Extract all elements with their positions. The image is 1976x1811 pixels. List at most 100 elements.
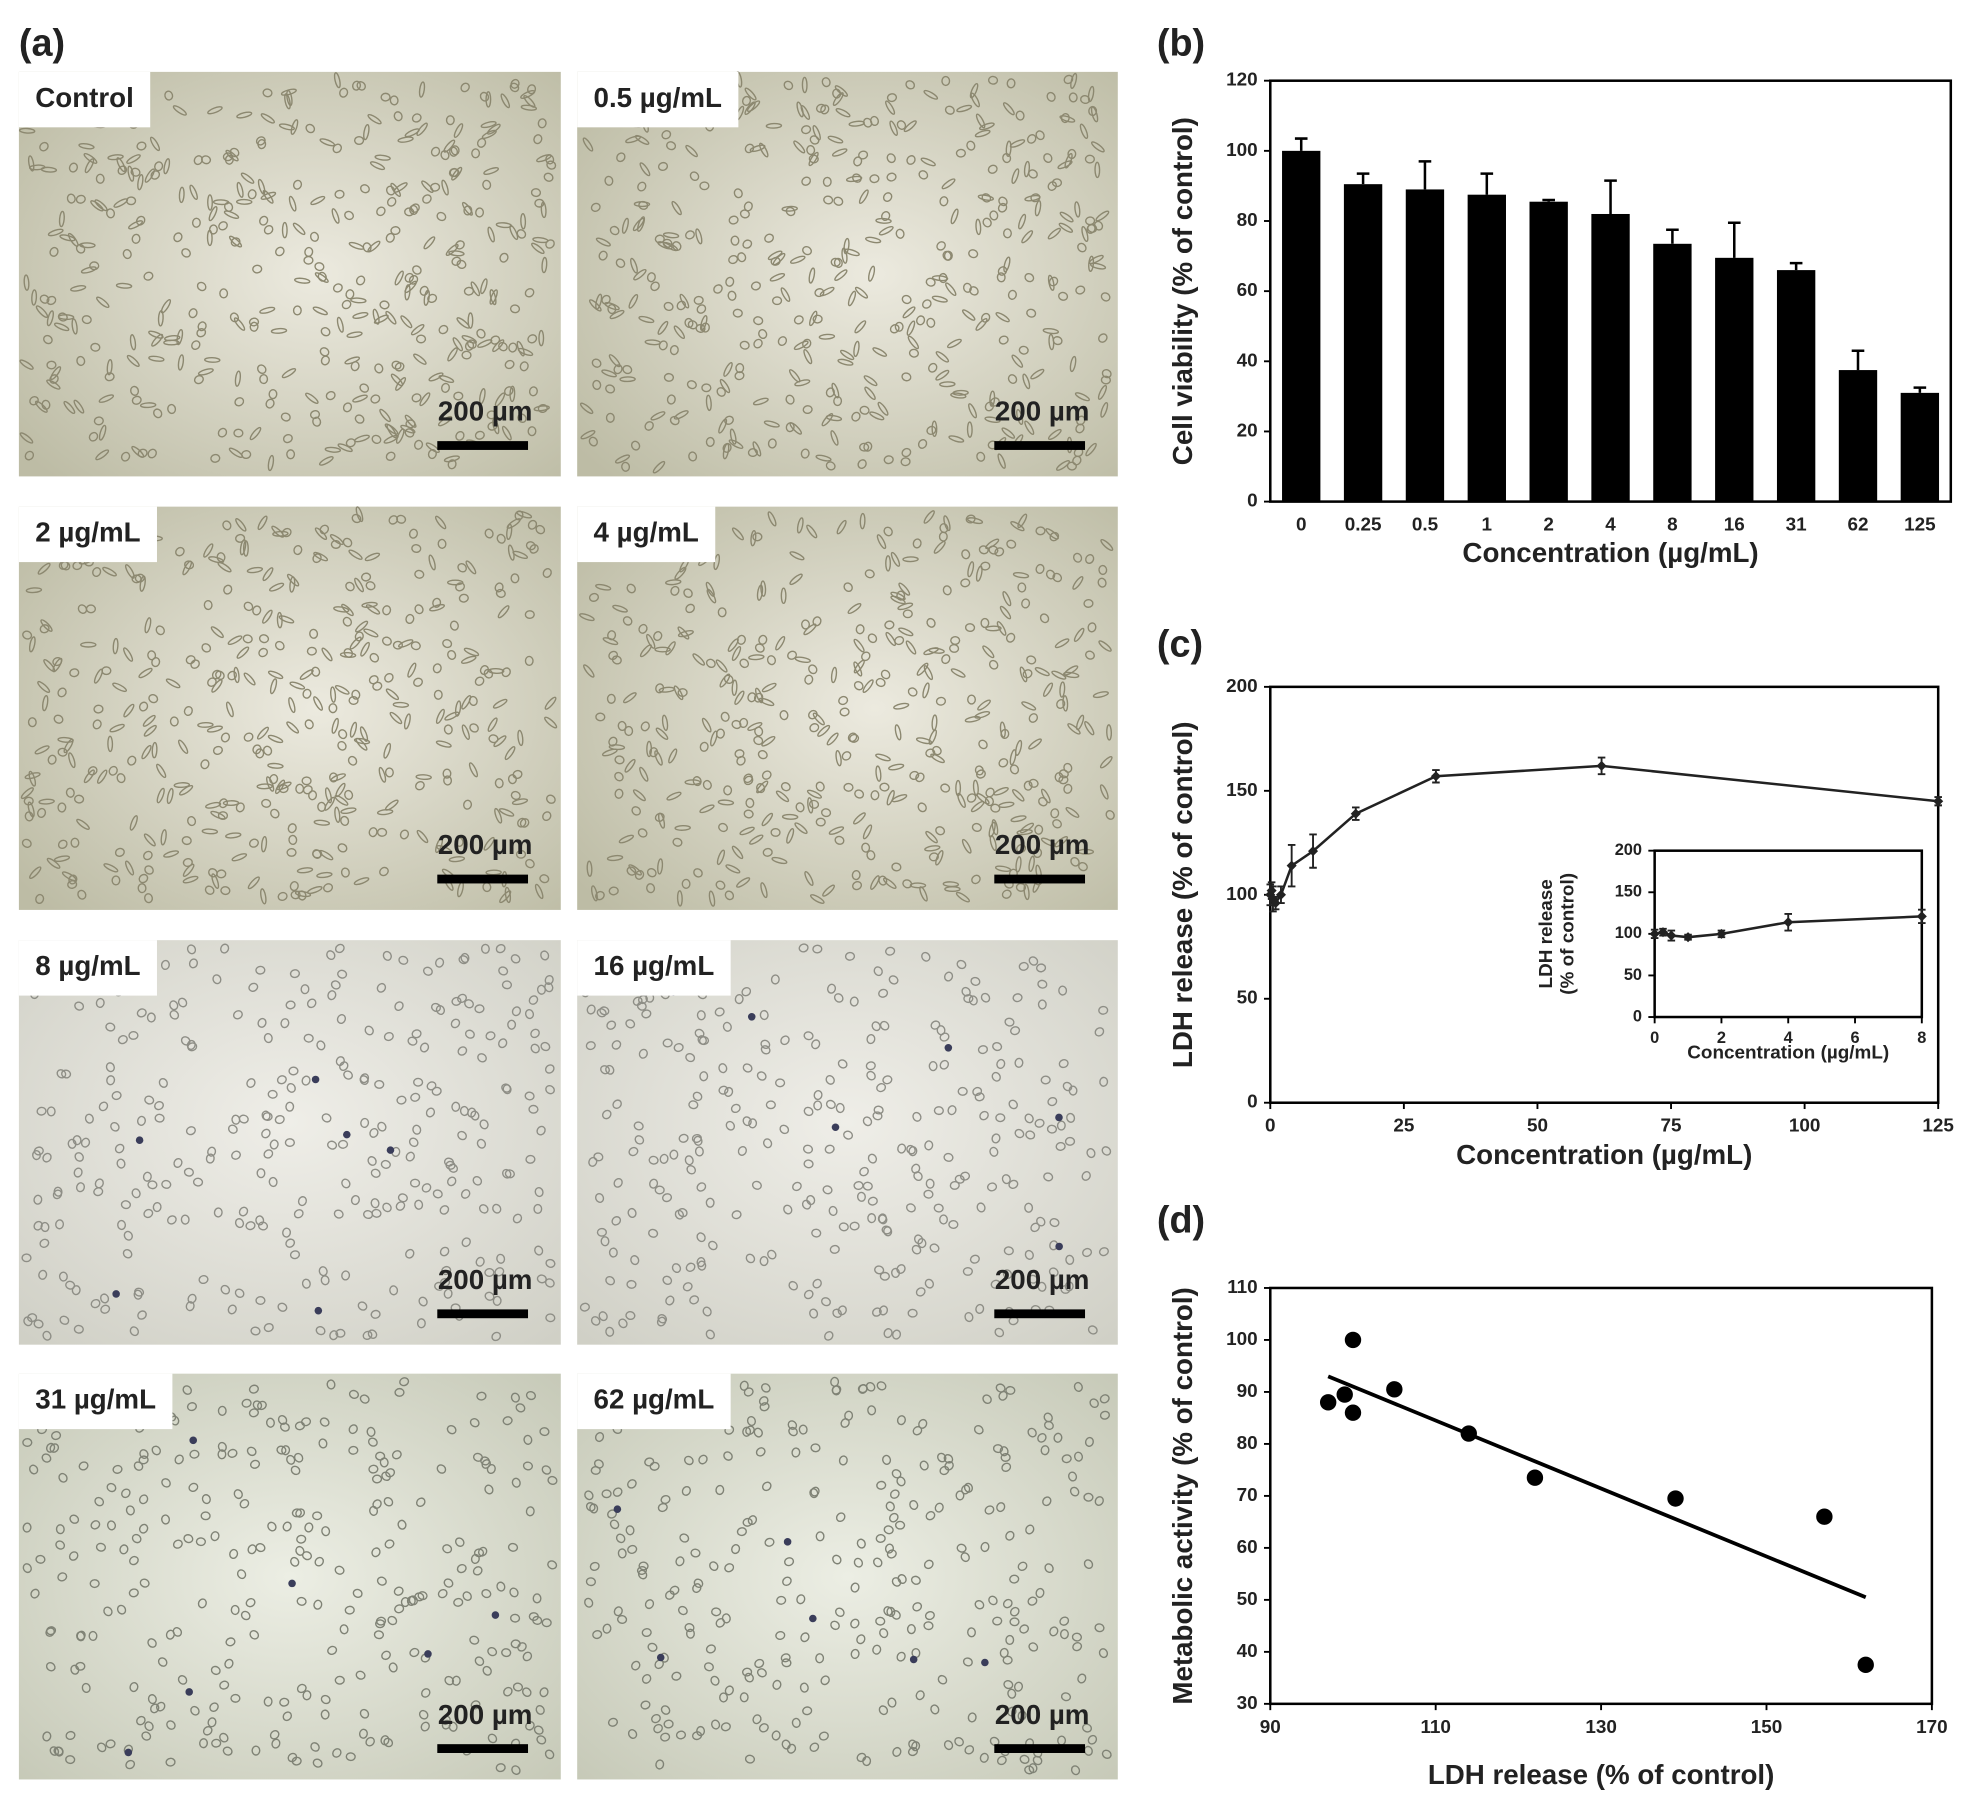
cell	[654, 1185, 665, 1195]
cell	[838, 695, 849, 706]
cell	[739, 1380, 749, 1391]
cell	[924, 1278, 935, 1289]
cell	[398, 955, 409, 965]
cell	[353, 877, 370, 886]
cell	[339, 87, 349, 98]
cell	[129, 1682, 139, 1693]
cell	[758, 1396, 769, 1406]
cell	[453, 1597, 464, 1607]
cell	[541, 256, 548, 274]
cell	[879, 1271, 890, 1281]
cell	[694, 1146, 704, 1157]
cell	[834, 269, 848, 282]
cell	[1027, 1274, 1038, 1284]
cell	[392, 701, 410, 708]
cell	[967, 1712, 977, 1723]
cell	[544, 1064, 555, 1074]
cell	[537, 404, 548, 414]
cell	[487, 1733, 498, 1744]
cell	[715, 1484, 725, 1496]
cell	[305, 123, 316, 134]
cell	[475, 207, 485, 218]
cell	[151, 333, 164, 347]
cell	[641, 1674, 652, 1684]
cell	[511, 1006, 522, 1017]
cell	[53, 322, 70, 332]
cell	[889, 324, 900, 334]
cell	[974, 710, 991, 719]
cell	[95, 173, 105, 184]
cell	[57, 839, 68, 850]
cell	[701, 717, 712, 733]
cell	[418, 1296, 428, 1307]
cell	[659, 1153, 669, 1164]
cell	[83, 152, 98, 164]
cell	[96, 296, 110, 309]
cell	[724, 415, 734, 425]
cell	[977, 1045, 989, 1055]
cell	[1058, 769, 1069, 779]
cell	[258, 634, 270, 644]
cell	[795, 802, 805, 813]
cell	[820, 1297, 831, 1307]
cell	[688, 451, 698, 462]
cell	[955, 1490, 965, 1501]
cell	[789, 255, 806, 264]
cell	[877, 401, 889, 416]
cell	[476, 328, 486, 339]
cell	[117, 1219, 127, 1231]
cell	[455, 240, 465, 250]
cell	[461, 201, 473, 216]
cell	[131, 233, 141, 244]
cell	[850, 1618, 860, 1629]
cell	[609, 1519, 620, 1530]
cell	[114, 1143, 125, 1154]
cell	[269, 678, 278, 695]
cell	[1017, 1710, 1027, 1721]
cell	[494, 778, 504, 789]
cell	[419, 285, 429, 296]
micrograph-label: 16 µg/mL	[594, 950, 715, 981]
cell	[996, 621, 1007, 636]
cell	[935, 696, 947, 706]
cell	[291, 1508, 302, 1518]
cell	[388, 515, 399, 525]
cell	[776, 1595, 787, 1605]
cell	[775, 790, 790, 803]
cell	[257, 1221, 269, 1231]
cell	[1080, 95, 1091, 105]
cell	[818, 333, 836, 340]
cell	[367, 113, 382, 125]
cell	[285, 1000, 296, 1010]
cell	[333, 1209, 344, 1219]
cell	[1037, 1433, 1047, 1443]
debris	[189, 1436, 197, 1445]
cell	[862, 1755, 872, 1767]
cell	[968, 249, 979, 259]
cell	[312, 849, 323, 859]
cell	[233, 428, 244, 438]
cell	[988, 659, 999, 670]
label-box	[18, 1373, 173, 1430]
scale-bar-label: 200 µm	[438, 396, 533, 427]
cell	[720, 1722, 731, 1732]
cell	[511, 798, 529, 806]
cell	[1064, 1136, 1076, 1146]
cell	[227, 635, 243, 646]
cell	[290, 1465, 301, 1476]
cell	[1062, 1081, 1073, 1092]
cell	[411, 544, 422, 553]
cell	[969, 82, 979, 99]
cell	[997, 202, 1008, 213]
cell	[487, 421, 498, 431]
cell	[155, 625, 165, 636]
cell	[107, 735, 114, 753]
cell	[180, 1214, 190, 1225]
cell	[20, 787, 34, 800]
cell	[248, 1384, 259, 1394]
cell	[767, 1249, 777, 1260]
cell	[222, 152, 234, 162]
cell	[423, 236, 436, 250]
cell	[360, 572, 372, 582]
cell	[547, 1475, 558, 1485]
